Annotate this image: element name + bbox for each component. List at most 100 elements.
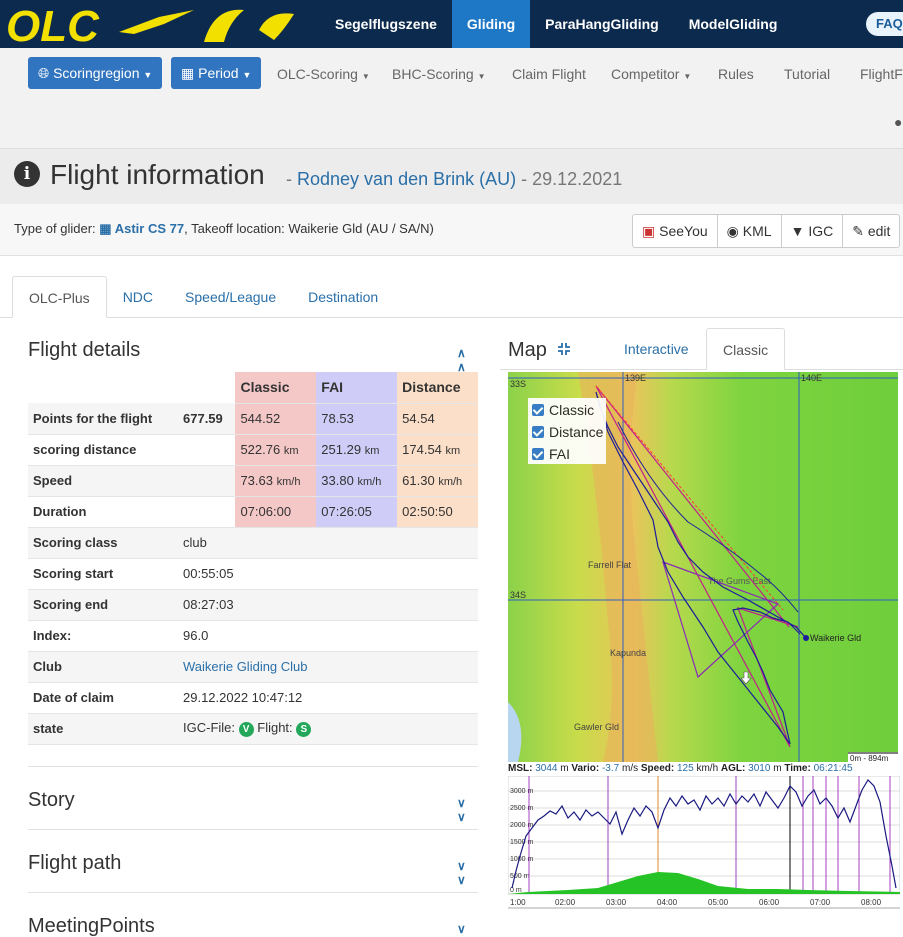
flight-state-label: Flight: xyxy=(257,720,293,735)
expand-down-icon[interactable]: ∨∨ xyxy=(457,796,466,824)
legend-fai-toggle[interactable]: FAI xyxy=(532,446,570,462)
flight-path-section[interactable]: Flight path ∨ ∨ xyxy=(28,829,478,891)
table-row: Index: 96.0 xyxy=(28,620,478,652)
takeoff-location: , Takeoff location: Waikerie Gld (AU / S… xyxy=(184,221,434,236)
scoringregion-dropdown[interactable]: 🌐︎ Scoringregion ▼ xyxy=(28,57,163,89)
flight-date: - 29.12.2021 xyxy=(521,169,623,189)
grid-label-34s: 34S xyxy=(510,590,526,600)
igc-button[interactable]: ▼ IGC xyxy=(782,215,844,247)
score-tabs: OLC-Plus NDC Speed/League Destination xyxy=(12,276,394,318)
legend-distance-toggle[interactable]: Distance xyxy=(532,424,603,440)
expand-down-icon[interactable]: ∨∨ xyxy=(457,922,466,937)
map-legend: Classic Distance FAI xyxy=(528,398,606,464)
tab-speed-league[interactable]: Speed/League xyxy=(185,289,277,305)
place-farrell-flat: Farrell Flat xyxy=(588,560,632,570)
tab-ndc[interactable]: NDC xyxy=(122,289,154,305)
flight-path-title: Flight path xyxy=(28,852,122,874)
scoringregion-label: Scoringregion xyxy=(53,65,140,81)
flight-details-table: Classic FAI Distance Points for the flig… xyxy=(28,372,478,745)
header-classic: Classic xyxy=(235,372,317,404)
x-tick: 03:00 xyxy=(606,898,627,907)
expand-down-icon[interactable]: ∨∨ xyxy=(457,859,466,887)
compress-icon[interactable] xyxy=(557,342,571,356)
points-fai: 78.53 xyxy=(316,403,398,435)
menu-olc-scoring[interactable]: OLC-Scoring ▼ xyxy=(277,66,370,82)
place-the-gums-east: The Gums East xyxy=(708,576,771,586)
user-icon[interactable]: ● xyxy=(894,114,903,130)
speed-fai: 33.80 km/h xyxy=(316,465,398,497)
story-title: Story xyxy=(28,789,75,811)
glider-row: Type of glider: ▦ Astir CS 77, Takeoff l… xyxy=(0,204,903,256)
scoring-end-label: Scoring end xyxy=(28,589,178,621)
caret-down-icon: ▼ xyxy=(143,70,153,80)
scoring-start-label: Scoring start xyxy=(28,558,178,590)
olc-logo[interactable]: OLC xyxy=(4,2,304,46)
barogram-grid xyxy=(508,790,900,877)
duration-fai: 07:26:05 xyxy=(316,496,398,528)
menu-competitor[interactable]: Competitor ▼ xyxy=(611,66,692,82)
meetingpoints-title: MeetingPoints xyxy=(28,915,155,937)
checkbox-icon xyxy=(532,448,544,460)
edit-button[interactable]: ✎ edit xyxy=(852,223,891,239)
pilot-link[interactable]: Rodney van den Brink (AU) xyxy=(297,169,517,189)
menu-claim-flight[interactable]: Claim Flight xyxy=(512,66,586,82)
scoring-class-label: Scoring class xyxy=(28,527,178,559)
story-section[interactable]: Story ∨ ∨ xyxy=(28,766,478,828)
x-tick: 07:00 xyxy=(810,898,831,907)
page-title: Flight information xyxy=(50,159,265,190)
distance-classic: 522.76 km xyxy=(235,434,317,466)
pencil-icon: ✎ xyxy=(852,223,864,239)
checkbox-icon xyxy=(532,426,544,438)
table-row: Duration 07:06:00 07:26:05 02:50:50 xyxy=(28,496,478,528)
tab-olc-plus[interactable]: OLC-Plus xyxy=(12,276,107,318)
club-link[interactable]: Waikerie Gliding Club xyxy=(178,651,478,683)
menu-rules[interactable]: Rules xyxy=(718,66,754,82)
x-tick: 05:00 xyxy=(708,898,729,907)
meetingpoints-section[interactable]: MeetingPoints ∨∨ xyxy=(28,892,478,937)
points-classic: 544.52 xyxy=(235,403,317,435)
nav-gliding[interactable]: Gliding xyxy=(451,0,531,48)
tab-destination[interactable]: Destination xyxy=(308,289,379,305)
menu-bhc-scoring[interactable]: BHC-Scoring ▼ xyxy=(392,66,486,82)
pilot-info: - Rodney van den Brink (AU) - 29.12.2021 xyxy=(286,169,622,190)
table-row: Club Waikerie Gliding Club xyxy=(28,651,478,683)
nav-modelgliding[interactable]: ModelGliding xyxy=(688,16,778,32)
index-value: 96.0 xyxy=(178,620,478,652)
glider-info: Type of glider: ▦ Astir CS 77, Takeoff l… xyxy=(14,221,434,237)
menu-tutorial[interactable]: Tutorial xyxy=(784,66,831,82)
points-label: Points for the flight xyxy=(28,403,178,435)
sub-navbar: 🌐︎ Scoringregion ▼ ▦ Period ▼ OLC-Scorin… xyxy=(0,48,903,148)
scoring-end-value: 08:27:03 xyxy=(178,589,478,621)
igc-state-badge: V xyxy=(238,722,254,737)
export-button-group: ▣ SeeYou ◉ KML ▼ IGC ✎ edit xyxy=(632,214,901,248)
period-dropdown[interactable]: ▦ Period ▼ xyxy=(171,57,262,89)
glider-type-link[interactable]: ▦ Astir CS 77 xyxy=(99,221,185,236)
legend-classic-toggle[interactable]: Classic xyxy=(532,402,594,418)
y-tick: 1500 m xyxy=(510,839,534,846)
faq-button[interactable]: FAQ xyxy=(866,12,903,36)
menu-flightf[interactable]: FlightF xyxy=(860,66,903,82)
club-label: Club xyxy=(28,651,178,683)
table-row: scoring distance 522.76 km 251.29 km 174… xyxy=(28,434,478,466)
logo-text: OLC xyxy=(6,2,100,46)
x-tick: 1:00 xyxy=(510,898,526,907)
table-row: Scoring start 00:55:05 xyxy=(28,558,478,590)
flight-details-title: Flight details xyxy=(28,339,141,361)
barogram-chart[interactable]: 3000 m 2500 m 2000 m 1500 m 1000 m 500 m… xyxy=(508,776,900,912)
tab-classic-map[interactable]: Classic xyxy=(706,328,786,370)
points-total: 677.59 xyxy=(178,403,236,435)
tab-interactive-map[interactable]: Interactive xyxy=(624,341,689,357)
collapse-up-icon[interactable]: ∧ ∧ xyxy=(457,346,466,374)
map-tabs-divider xyxy=(500,369,903,370)
nav-segelflugszene[interactable]: Segelflugszene xyxy=(335,16,437,32)
page-header: i Flight information - Rodney van den Br… xyxy=(0,148,903,204)
seeyou-button[interactable]: ▣ SeeYou xyxy=(633,215,718,247)
kml-button[interactable]: ◉ KML xyxy=(718,215,782,247)
duration-classic: 07:06:00 xyxy=(235,496,317,528)
header-distance: Distance xyxy=(397,372,478,404)
glider-label: Type of glider: xyxy=(14,221,96,236)
globe-icon: ◉ xyxy=(726,223,739,239)
points-distance: 54.54 xyxy=(397,403,478,435)
speed-classic: 73.63 km/h xyxy=(235,465,317,497)
nav-parahanggliding[interactable]: ParaHangGliding xyxy=(545,16,659,32)
